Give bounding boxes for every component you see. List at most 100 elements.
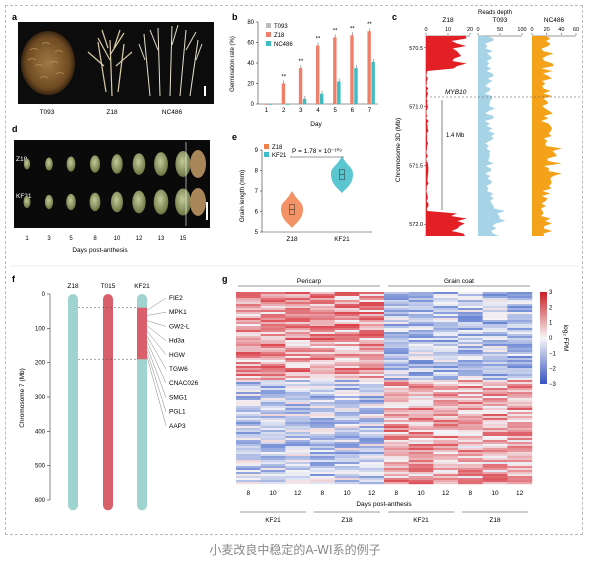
heatmap-cell (433, 306, 459, 309)
heatmap-cell (334, 322, 360, 325)
heatmap-cell (482, 442, 508, 445)
heatmap-cell (408, 450, 434, 453)
heatmap-cell (433, 324, 459, 327)
heatmap-cell (359, 438, 385, 441)
heatmap-cell (260, 424, 286, 427)
heatmap-cell (433, 446, 459, 449)
heatmap-cell (384, 380, 409, 383)
heatmap-cell (334, 472, 360, 475)
heatmap-cell (458, 370, 483, 373)
heatmap-cell (260, 314, 286, 317)
heatmap-cell (408, 314, 434, 317)
heatmap-cell (285, 408, 311, 411)
heatmap-cell (285, 382, 311, 385)
heatmap-cell (458, 308, 483, 311)
heatmap-cell (334, 440, 360, 443)
heatmap-cell (260, 470, 286, 473)
e-legend-label: KF21 (272, 153, 287, 159)
heatmap-cell (482, 374, 508, 377)
heatmap-cell (334, 468, 360, 471)
c-depth-profile-nc486 (532, 36, 563, 236)
heatmap-cell (260, 480, 286, 483)
heatmap-cell (334, 294, 360, 297)
heatmap-cell (482, 302, 508, 305)
heatmap-cell (236, 320, 261, 323)
heatmap-cell (310, 386, 335, 389)
f-ytick-label: 600 (35, 498, 46, 504)
heatmap-cell (260, 440, 286, 443)
heatmap-cell (408, 354, 434, 357)
heatmap-cell (260, 406, 286, 409)
heatmap-cell (507, 404, 533, 407)
heatmap-cell (433, 378, 459, 381)
heatmap-cell (433, 328, 459, 331)
heatmap-cell (482, 370, 508, 373)
heatmap-cell (433, 370, 459, 373)
heatmap-cell (260, 434, 286, 437)
heatmap-cell (507, 356, 533, 359)
d-scale-bar (206, 202, 208, 220)
heatmap-cell (384, 340, 409, 343)
heatmap-cell (310, 474, 335, 477)
heatmap-cell (334, 374, 360, 377)
heatmap-cell (507, 314, 533, 317)
heatmap-cell (359, 316, 385, 319)
heatmap-cell (482, 358, 508, 361)
heatmap-cell (334, 390, 360, 393)
heatmap-cell (384, 450, 409, 453)
heatmap-cell (310, 368, 335, 371)
heatmap-cell (433, 326, 459, 329)
heatmap-cell (507, 294, 533, 297)
c-track-title: NC486 (544, 17, 565, 24)
heatmap-cell (310, 312, 335, 315)
heatmap-cell (260, 458, 286, 461)
heatmap-cell (482, 350, 508, 353)
heatmap-cell (408, 408, 434, 411)
heatmap-cell (458, 396, 483, 399)
heatmap-cell (458, 294, 483, 297)
heatmap-cell (458, 414, 483, 417)
heatmap-cell (285, 458, 311, 461)
heatmap-cell (260, 386, 286, 389)
heatmap-cell (310, 436, 335, 439)
heatmap-cell (334, 352, 360, 355)
f-gene-connector (146, 312, 167, 316)
heatmap-cell (507, 318, 533, 321)
panel-letter-a: a (12, 12, 18, 22)
heatmap-cell (310, 294, 335, 297)
heatmap-cell (334, 378, 360, 381)
heatmap-cell (384, 302, 409, 305)
heatmap-cell (384, 452, 409, 455)
f-gene-label: MPK1 (169, 309, 187, 316)
heatmap-cell (334, 362, 360, 365)
heatmap-cell (236, 418, 261, 421)
myb10-label: MYB10 (445, 89, 467, 96)
c-depth-profile-z18 (426, 36, 467, 236)
heatmap-cell (482, 300, 508, 303)
heatmap-cell (384, 428, 409, 431)
heatmap-cell (433, 348, 459, 351)
heatmap-cell (359, 374, 385, 377)
heatmap-cell (384, 384, 409, 387)
heatmap-cell (458, 362, 483, 365)
heatmap-cell (310, 394, 335, 397)
heatmap-cell (507, 476, 533, 479)
heatmap-cell (408, 294, 434, 297)
heatmap-cell (260, 442, 286, 445)
heatmap-cell (334, 404, 360, 407)
heatmap-cell (260, 384, 286, 387)
heatmap-cell (260, 378, 286, 381)
heatmap-cell (458, 400, 483, 403)
heatmap-cell (458, 338, 483, 341)
heatmap-cell (310, 344, 335, 347)
heatmap-cell (408, 440, 434, 443)
heatmap-cell (482, 414, 508, 417)
heatmap-cell (384, 382, 409, 385)
heatmap-cell (236, 456, 261, 459)
e-legend-label: Z18 (272, 145, 283, 151)
heatmap-cell (408, 352, 434, 355)
grain-photo (14, 140, 210, 228)
heatmap-cell (334, 438, 360, 441)
heatmap-cell (260, 340, 286, 343)
heatmap-cell (384, 372, 409, 375)
